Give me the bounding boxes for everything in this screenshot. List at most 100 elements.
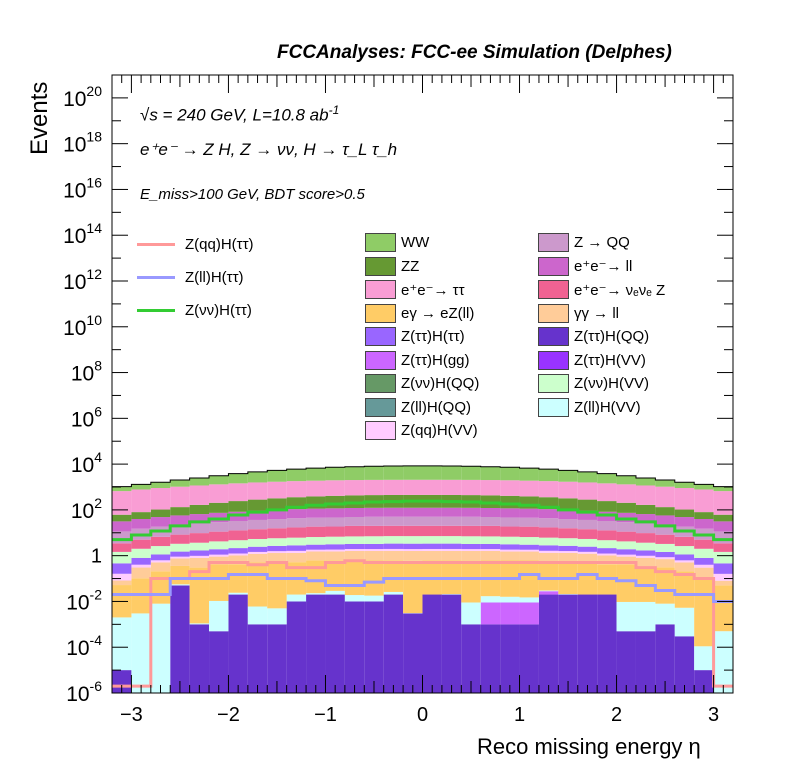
chart-title: FCCAnalyses: FCC-ee Simulation (Delphes) [277, 42, 672, 63]
bar-z-h-qq- [577, 594, 598, 693]
bar-z-ll-h-vv- [344, 595, 365, 602]
bar-e-e- [577, 482, 598, 500]
bar-zz [635, 504, 656, 515]
bar-e-e-z [500, 526, 520, 537]
bar-e-e- [441, 479, 462, 495]
bar-z-qq [403, 516, 423, 526]
bar-z-ll-h-vv- [189, 623, 210, 625]
bar-z-ll-h-vv- [713, 631, 733, 693]
bar-z-qq-h-vv- [480, 549, 501, 551]
bar-z-qq [480, 516, 501, 526]
bar--ll [403, 550, 423, 561]
bar-ww [655, 480, 675, 487]
bar-z-h-vv- [112, 551, 132, 564]
bar-e-e-z [519, 526, 539, 538]
bar-e-e-z [635, 533, 656, 543]
bar-z-h- [538, 545, 559, 551]
bar-e-e- [189, 485, 210, 505]
legend-entry: Z(νν)H(QQ) [365, 374, 479, 393]
bar-z-h-qq- [364, 601, 384, 693]
bar-z-h-vv- [480, 536, 501, 544]
bar-e-ez-ll- [209, 564, 229, 601]
bar-z-h-qq- [635, 631, 656, 693]
bar-z-h-qq- [267, 624, 287, 693]
bar-z-qq [635, 523, 656, 534]
bar-z-h-qq- [422, 594, 442, 693]
bar-ww [538, 469, 559, 482]
stack-outline [112, 465, 733, 488]
legend-label: Z(ll)H(QQ) [401, 398, 471, 416]
bar-e-e-z [306, 526, 326, 538]
bar-z-ll-h-vv- [228, 592, 248, 595]
bar-e-e-ll [112, 521, 132, 532]
bar-e-e- [344, 480, 365, 496]
bar-z-qq-h-vv- [441, 548, 462, 551]
bar-z-h- [150, 554, 171, 561]
bar-z-h-qq- [403, 613, 423, 693]
bar-e-e-z [655, 534, 675, 544]
y-tick-label: 1014 [63, 220, 102, 248]
bar--ll [209, 556, 229, 565]
bar-ww [519, 468, 539, 481]
bar-e-e- [519, 480, 539, 497]
bar-z-h-qq- [247, 624, 268, 693]
bar--ll [577, 553, 598, 563]
bar--ll [441, 550, 462, 561]
bar--ll [306, 551, 326, 561]
bar--ll [150, 562, 171, 572]
bar-z-ll-h-vv- [480, 596, 501, 603]
bar-z-h-gg- [480, 602, 501, 625]
bar-z-h-vv- [286, 537, 307, 546]
bar-z-h- [694, 557, 714, 565]
bar-z-qq [441, 516, 462, 526]
bar-zz [713, 514, 733, 522]
bar-z-h- [364, 543, 384, 550]
bar-z-qq-h-vv- [422, 548, 442, 551]
legend-entry: Z(νν)H(ττ) [137, 302, 252, 319]
bar-z-qq-h-vv- [306, 549, 326, 552]
bar-zz [131, 512, 151, 519]
bar--ll [325, 551, 345, 561]
bar-e-e- [383, 479, 404, 495]
bar-z-ll-h-vv- [364, 595, 384, 602]
legend-label: Z(νν)H(ττ) [185, 302, 252, 319]
bar-z-h- [267, 545, 287, 552]
bar-ww [694, 484, 714, 490]
bar-z-ll-h-vv- [131, 613, 151, 693]
bar-z-h- [286, 545, 307, 551]
legend-entry: Z(ll)H(VV) [538, 397, 641, 417]
bar-z-ll-h-vv- [674, 607, 695, 637]
legend-label: e⁺e⁻→ νₑνₑ Z [574, 281, 666, 299]
legend-entry: Z(ττ)H(VV) [538, 350, 646, 370]
legend-entry: Z(ll)H(QQ) [365, 397, 471, 417]
bar-e-e-ll [189, 514, 210, 524]
bar-zz [558, 498, 578, 510]
bar--ll [519, 551, 539, 561]
bar-z-h- [189, 550, 210, 556]
legend-label: Z(νν)H(QQ) [401, 375, 480, 392]
bar-e-e-ll [655, 515, 675, 525]
bar-e-ez-ll- [364, 560, 384, 596]
legend-label: eγ → eZ(ll) [401, 304, 475, 322]
bar-z-ll-h-vv- [150, 603, 171, 693]
bar-z-ll-h-vv- [655, 603, 675, 625]
bar-e-ez-ll- [694, 578, 714, 647]
bar-z-ll-h-vv- [170, 584, 190, 586]
bar-z-h-vv- [597, 540, 617, 549]
legend-label: ZZ [401, 257, 420, 275]
bar-z-h-vv- [694, 548, 714, 558]
bar-zz [655, 507, 675, 516]
bar-e-e-ll [422, 507, 442, 517]
bar-e-ez-ll- [383, 560, 404, 592]
bar-z-qq [577, 519, 598, 530]
bar-e-ez-ll- [519, 560, 539, 598]
bar-e-e-z [383, 525, 404, 537]
bar-z-h-vv- [500, 536, 520, 545]
bar-e-ez-ll- [674, 571, 695, 608]
bar-z-ll-h-vv- [616, 601, 636, 632]
bar-z-h-vv- [616, 541, 636, 550]
bar-e-ez-ll- [577, 562, 598, 595]
bar--ll [383, 550, 404, 561]
bar-z-qq [597, 520, 617, 531]
legend-entry: Z → QQ [538, 233, 630, 252]
